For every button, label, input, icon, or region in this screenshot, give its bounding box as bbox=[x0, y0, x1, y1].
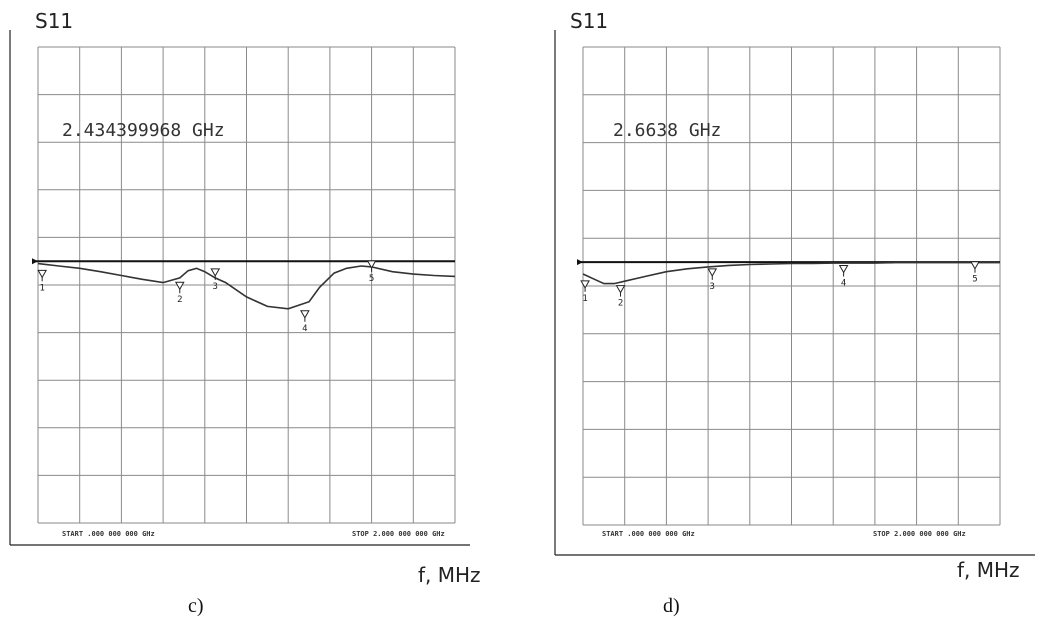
stop-frequency-label: STOP 2.000 000 000 GHz bbox=[873, 530, 966, 538]
marker-2: 2 bbox=[615, 285, 626, 309]
marker-label: 2 bbox=[177, 295, 182, 305]
grid bbox=[582, 46, 1001, 526]
marker-4: 4 bbox=[300, 310, 310, 334]
marker-triangle-icon bbox=[210, 268, 221, 277]
marker-triangle-icon bbox=[300, 310, 310, 319]
marker-triangle-icon bbox=[970, 261, 980, 270]
marker-1: 1 bbox=[580, 280, 590, 304]
marker-label: 2 bbox=[618, 299, 623, 309]
series-trace bbox=[37, 262, 456, 310]
marker-label: 5 bbox=[972, 275, 977, 285]
marker-triangle-icon bbox=[37, 269, 48, 279]
marker-1: 1 bbox=[37, 269, 48, 293]
marker-label: 1 bbox=[39, 283, 44, 293]
start-frequency-label: START .000 000 000 GHz bbox=[602, 530, 695, 538]
chart-panel-d: 1 2 3 4 5 S11 f, MHz d) 2.6638 GHz START .000 000… bbox=[545, 0, 1039, 620]
series-trace bbox=[582, 261, 1000, 285]
y-axis-label: S11 bbox=[570, 9, 608, 33]
marker-5: 5 bbox=[970, 261, 980, 285]
marker-label: 3 bbox=[213, 282, 218, 292]
marker-label: 3 bbox=[710, 282, 715, 292]
x-axis-label: f, MHz bbox=[418, 563, 481, 587]
start-frequency-label: START .000 000 000 GHz bbox=[62, 530, 155, 538]
marker-triangle-icon bbox=[580, 280, 590, 289]
marker-label: 1 bbox=[582, 294, 587, 304]
chart-d-svg: 1 2 3 4 5 S11 f, MHz d) 2.6638 GHz START .000 000… bbox=[554, 9, 1035, 617]
marker-3: 3 bbox=[210, 268, 221, 292]
marker-4: 4 bbox=[838, 265, 849, 289]
x-axis-label: f, MHz bbox=[957, 558, 1020, 582]
stop-frequency-label: STOP 2.000 000 000 GHz bbox=[352, 530, 445, 538]
panel-caption: d) bbox=[663, 595, 680, 617]
marker-triangle-icon bbox=[174, 281, 185, 291]
marker-triangle-icon bbox=[615, 285, 626, 294]
marker-frequency-readout: 2.6638 GHz bbox=[613, 120, 721, 141]
reference-marker-icon bbox=[32, 258, 38, 265]
marker-3: 3 bbox=[707, 268, 718, 292]
marker-label: 5 bbox=[369, 274, 374, 284]
grid bbox=[37, 46, 456, 524]
marker-triangle-icon bbox=[366, 260, 377, 269]
reference-marker-icon bbox=[577, 259, 583, 266]
marker-5: 5 bbox=[366, 260, 377, 284]
y-axis-label: S11 bbox=[35, 9, 73, 33]
chart-c-svg: 1 2 3 4 5 S11 f, MHz c) 2.434399968 GHz START .00… bbox=[9, 9, 481, 617]
marker-2: 2 bbox=[174, 281, 185, 305]
marker-label: 4 bbox=[302, 324, 307, 334]
marker-triangle-icon bbox=[707, 268, 718, 277]
panel-caption: c) bbox=[188, 595, 204, 617]
marker-frequency-readout: 2.434399968 GHz bbox=[62, 120, 225, 141]
marker-label: 4 bbox=[841, 279, 846, 289]
chart-panel-c: 1 2 3 4 5 S11 f, MHz c) 2.434399968 GHz START .00… bbox=[9, 9, 481, 617]
marker-triangle-icon bbox=[838, 265, 849, 274]
